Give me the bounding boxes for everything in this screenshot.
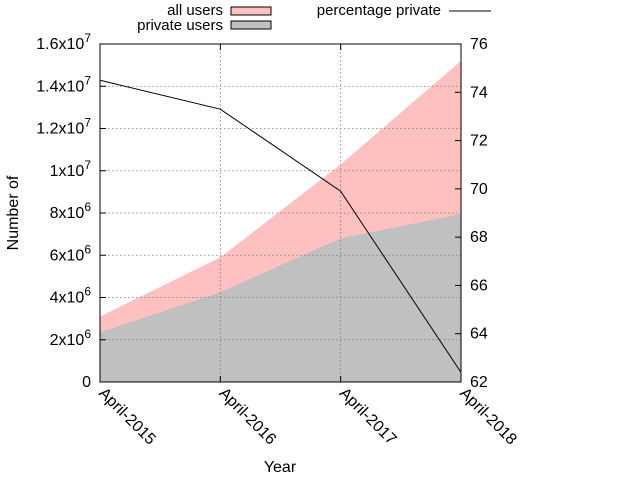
tick-mantissa: 1.4x10 — [36, 78, 84, 95]
legend-swatch — [230, 6, 272, 16]
y-right-tick-label: 66 — [470, 277, 488, 294]
legend-swatch — [230, 20, 272, 30]
tick-exponent: 6 — [84, 327, 91, 341]
y-left-tick-label: 1.6x107 — [36, 31, 91, 53]
line-percentage-private — [99, 79, 462, 373]
y-left-tick-label: 1x107 — [50, 158, 92, 180]
area-private-users — [100, 214, 461, 382]
tick-mantissa: 1.2x10 — [36, 121, 84, 138]
y-left-tick-label: 2x106 — [50, 327, 92, 349]
x-tick-label: April-2015 — [95, 385, 159, 449]
tick-exponent: 6 — [84, 200, 91, 214]
tick-exponent: 7 — [84, 73, 91, 87]
tick-exponent: 6 — [84, 285, 91, 299]
x-tick-label: April-2016 — [216, 385, 280, 449]
legend-label: percentage private — [317, 2, 441, 19]
tick-mantissa: 8x10 — [50, 205, 85, 222]
y-right-tick-label: 70 — [470, 181, 488, 198]
tick-mantissa: 2x10 — [50, 332, 85, 349]
y-left-tick-labels: 02x1064x1066x1068x1061x1071.2x1071.4x107… — [36, 31, 91, 391]
tick-mantissa: 4x10 — [50, 290, 85, 307]
tick-mantissa: 1x10 — [50, 163, 85, 180]
y-left-tick-label: 0 — [82, 374, 91, 391]
tick-exponent: 7 — [84, 116, 91, 130]
tick-exponent: 7 — [84, 158, 91, 172]
y-axis-label: Number of — [5, 175, 22, 250]
chart-areas — [100, 60, 461, 383]
grid-lines — [100, 44, 461, 382]
x-tick-label: April-2018 — [456, 385, 520, 449]
y-left-tick-label: 8x106 — [50, 200, 92, 222]
y-right-tick-label: 76 — [470, 36, 488, 53]
y-right-tick-label: 64 — [470, 326, 488, 343]
x-tick-label: April-2017 — [336, 385, 400, 449]
x-tick-labels: April-2015 April-2016 April-2017 April-2018 — [95, 385, 520, 449]
y-right-tick-label: 68 — [470, 229, 488, 246]
y-left-tick-label: 6x106 — [50, 242, 92, 264]
tick-exponent: 6 — [84, 242, 91, 256]
tick-mantissa: 1.6x10 — [36, 36, 84, 53]
tick-exponent: 7 — [84, 31, 91, 45]
tick-mantissa: 6x10 — [50, 247, 85, 264]
tick-marks — [99, 43, 462, 383]
y-left-tick-label: 1.4x107 — [36, 73, 91, 95]
line-series — [99, 79, 462, 373]
x-axis-label: Year — [264, 459, 297, 476]
y-right-tick-labels: 62 64 66 68 70 72 74 76 — [470, 36, 488, 391]
legend-label: all users — [167, 2, 223, 19]
y-right-tick-label: 72 — [470, 133, 488, 150]
tick-mantissa: 0 — [82, 374, 91, 391]
legend-label: private users — [137, 17, 223, 34]
y-right-tick-label: 62 — [470, 374, 488, 391]
y-left-tick-label: 4x106 — [50, 285, 92, 307]
y-right-tick-label: 74 — [470, 84, 488, 101]
y-left-tick-label: 1.2x107 — [36, 116, 91, 138]
